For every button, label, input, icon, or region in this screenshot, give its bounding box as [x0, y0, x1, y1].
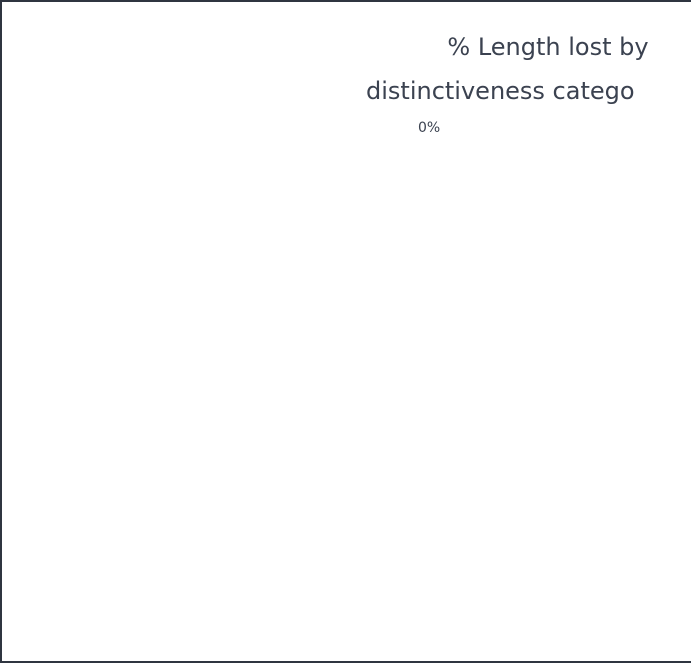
data-label: 0% — [418, 120, 440, 136]
chart-title: distinctiveness catego — [366, 77, 635, 105]
chart-title: % Length lost by — [447, 33, 648, 61]
